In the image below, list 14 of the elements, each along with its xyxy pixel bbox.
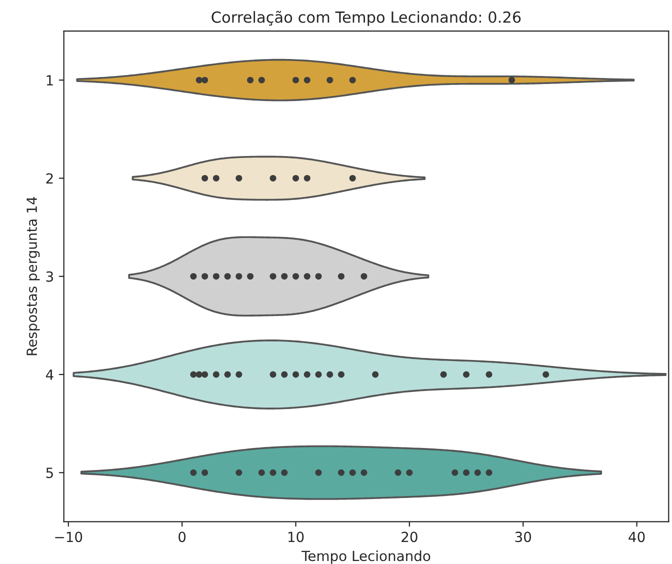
y-tick-label: 4 (46, 370, 54, 380)
x-tick-label: 0 (178, 532, 186, 542)
y-tick-label: 2 (46, 173, 53, 184)
chart-title: Correlação com Tempo Lecionando: 0.26 (212, 10, 521, 26)
x-tick-label: 40 (628, 532, 645, 542)
x-tick-label: 30 (515, 532, 532, 542)
y-tick-label: 1 (46, 75, 53, 86)
x-axis-title: Tempo Lecionando (302, 550, 430, 564)
x-tick-label: 10 (288, 532, 304, 542)
x-tick-label: −10 (55, 532, 82, 542)
x-tick-label: 20 (402, 532, 418, 542)
y-axis-title: Respostas pergunta 14 (26, 197, 40, 356)
y-tick-label: 5 (46, 468, 53, 478)
y-tick-label: 3 (46, 271, 54, 282)
